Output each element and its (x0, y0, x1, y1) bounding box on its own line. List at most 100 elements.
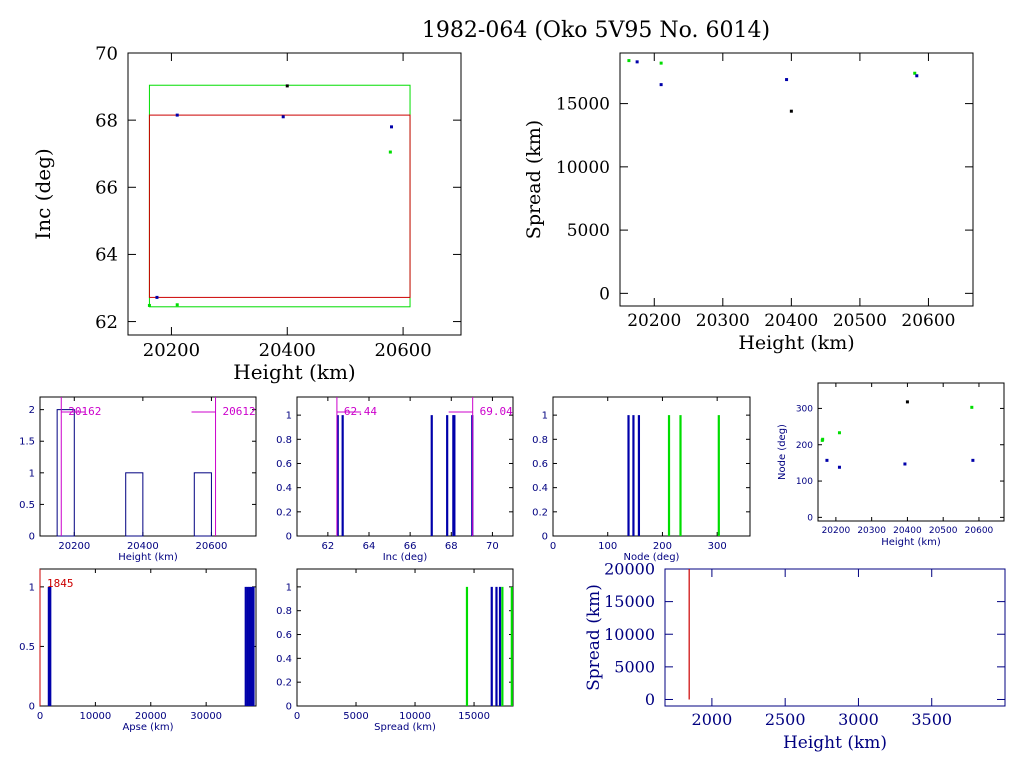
spread_height-point (659, 83, 663, 87)
inc_height-xlabel: Height (km) (233, 360, 355, 384)
hist_height-ytick-label: 2 (29, 405, 35, 416)
hist_spread-ytick-label: 0.6 (276, 630, 292, 641)
hist_inc-ytick-label: 0.8 (276, 435, 292, 446)
hist_height-ytick-label: 0 (29, 532, 35, 543)
node_height-frame (817, 382, 1005, 522)
inc_height-point (175, 303, 179, 307)
hist_height-marker-label: 20612 (223, 405, 256, 418)
inc_height-ytick-label: 68 (95, 110, 118, 131)
inc_height-range-box (148, 84, 411, 308)
hist_apse-xtick-label: 10000 (79, 711, 111, 722)
inc_height-xtick-label: 20200 (143, 340, 200, 361)
inc_height-xtick-label: 20400 (259, 340, 316, 361)
hist_height-xtick-label: 20400 (127, 541, 159, 552)
inc_height-ytick-label: 70 (95, 43, 118, 64)
spread_height_low-ytick-label: 10000 (604, 625, 655, 644)
node_height-ytick-label: 200 (796, 441, 813, 451)
hist_apse-xtick-label: 30000 (190, 711, 222, 722)
hist_spread-xtick-label: 10000 (399, 711, 431, 722)
node_height-xtick-label: 20500 (929, 526, 958, 536)
chart-hist_height: 20200 20400 20600 0 0.5 1 1.5 2 Height (km) 20162… (19, 396, 257, 563)
hist_inc-ytick-label: 0 (286, 532, 292, 543)
hist_apse-marker-label: 1845 (47, 577, 74, 590)
inc_height-point (388, 150, 392, 154)
inc_height-point (147, 303, 151, 307)
hist_inc-xtick-label: 62 (321, 541, 334, 552)
hist_inc-ytick-label: 1 (286, 411, 292, 422)
spread_height_low-frame (664, 568, 1006, 707)
inc_height-point (285, 84, 289, 88)
hist_height-xtick-label: 20200 (58, 541, 90, 552)
spread_height-point (627, 59, 631, 63)
hist_spread-frame (296, 568, 514, 707)
hist_spread-xtick-label: 15000 (458, 711, 490, 722)
hist_height-marker-label: 20162 (68, 405, 101, 418)
hist_node-xtick-label: 100 (598, 541, 617, 552)
spread_height_low-xtick-label: 3000 (838, 710, 879, 729)
hist_inc-xtick-label: 68 (445, 541, 458, 552)
hist_inc-marker-label: 62.44 (344, 405, 377, 418)
hist_height-xtick-label: 20600 (196, 541, 228, 552)
hist_height-ytick-label: 0.5 (19, 500, 35, 511)
hist_height-ytick-label: 1 (29, 468, 35, 479)
hist_inc-marker-label: 69.04 (480, 405, 513, 418)
inc_height-xtick-label: 20600 (374, 340, 431, 361)
inc_height-point (155, 295, 159, 299)
hist_node-xtick-label: 0 (550, 541, 556, 552)
node_height-point (837, 431, 841, 435)
chart-hist_apse: 0 10000 20000 30000 0 0.5 1 Apse (km) 1845 (19, 568, 257, 733)
hist_inc-frame (296, 396, 514, 537)
node_height-point (971, 458, 975, 462)
spread_height-point (915, 74, 919, 78)
spread_height-xtick-label: 20200 (627, 311, 681, 331)
hist_node-ytick-label: 0.4 (532, 483, 548, 494)
hist_height-bar (125, 472, 144, 537)
hist_spread-ytick-label: 0.8 (276, 606, 292, 617)
hist_inc-ytick-label: 0.6 (276, 459, 292, 470)
hist_inc-xtick-label: 70 (486, 541, 499, 552)
inc_height-point (175, 113, 179, 117)
spread_height_low-ytick-label: 15000 (604, 592, 655, 611)
hist_node-ytick-label: 0.6 (532, 459, 548, 470)
hist_height-xlabel: Height (km) (118, 552, 178, 563)
inc_height-range-box (148, 114, 411, 298)
hist_node-ytick-label: 0.2 (532, 507, 548, 518)
node_height-xtick-label: 20600 (965, 526, 994, 536)
spread_height-xtick-label: 20400 (764, 311, 818, 331)
inc_height-point (281, 115, 285, 119)
hist_inc-ytick-label: 0.4 (276, 483, 292, 494)
spread_height-ytick-label: 15000 (556, 95, 610, 115)
hist_node-xtick-label: 200 (653, 541, 672, 552)
spread_height_low-xtick-label: 2500 (765, 710, 806, 729)
node_height-ytick-label: 100 (796, 477, 813, 487)
hist_spread-ytick-label: 1 (286, 582, 292, 593)
spread_height_low-ytick-label: 0 (645, 690, 655, 709)
spread_height-ytick-label: 10000 (556, 158, 610, 178)
hist_spread-xtick-label: 0 (294, 711, 300, 722)
spread_height_low-ytick-label: 5000 (614, 657, 655, 676)
node_height-point (821, 437, 825, 441)
inc_height-point (390, 125, 394, 129)
hist_spread-xlabel: Spread (km) (374, 722, 436, 733)
spread_height_low-xlabel: Height (km) (783, 733, 887, 753)
node_height-ylabel: Node (deg) (777, 424, 788, 480)
spread_height-xlabel: Height (km) (738, 332, 854, 354)
hist_inc-xlabel: Inc (deg) (383, 552, 428, 563)
page-title: 1982-064 (Oko 5V95 No. 6014) (422, 18, 770, 43)
chart-hist_inc: 62 64 66 68 70 0 0.2 0.4 0.6 0.8 1 Inc (deg) 62.44 69… (276, 396, 514, 563)
node_height-point (970, 405, 974, 409)
hist_node-ytick-label: 0 (542, 532, 548, 543)
hist_height-bar (56, 409, 75, 537)
spread_height-ytick-label: 0 (599, 284, 610, 304)
spread_height_low-ylabel: Spread (km) (584, 584, 604, 691)
hist_apse-xtick-label: 0 (37, 711, 43, 722)
inc_height-ytick-label: 62 (95, 312, 118, 333)
inc_height-frame (127, 52, 462, 336)
spread_height-ylabel: Spread (km) (523, 120, 545, 239)
hist_apse-xlabel: Apse (km) (122, 722, 173, 733)
chart-inc_height: 20200 20400 20600 62 64 66 68 70 Height (km) Inc … (31, 43, 462, 384)
hist_inc-xtick-label: 64 (363, 541, 376, 552)
node_height-point (903, 462, 907, 466)
spread_height-point (635, 60, 639, 64)
